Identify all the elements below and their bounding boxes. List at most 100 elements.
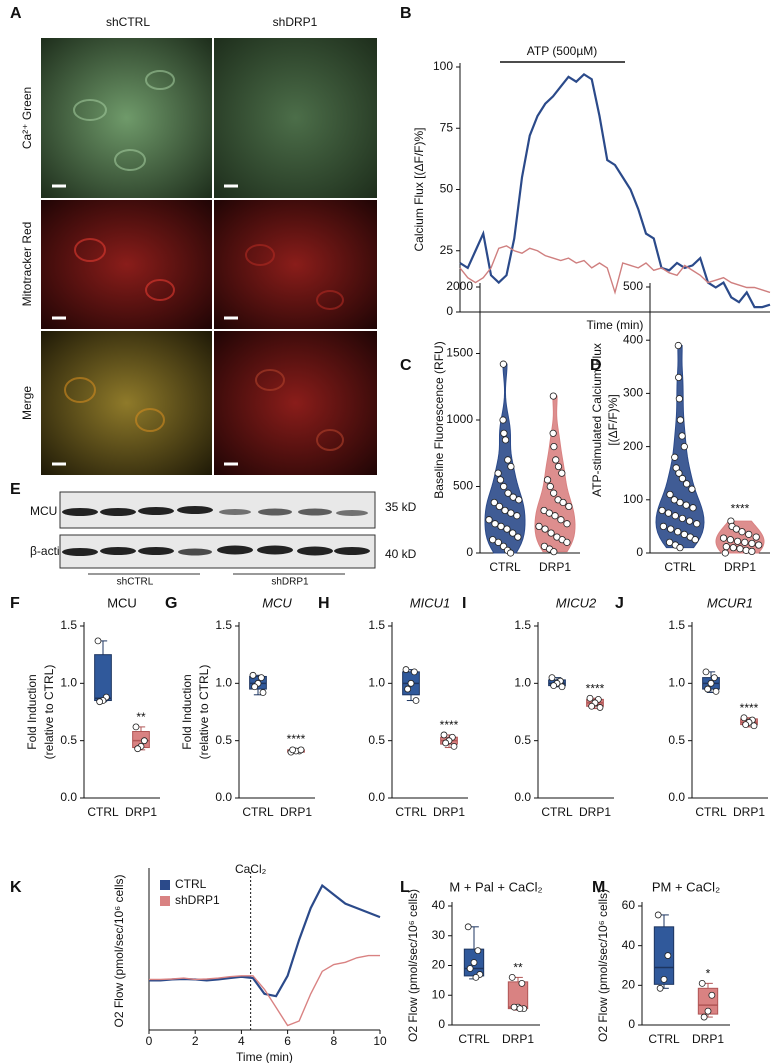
x-tick-label: 8 (330, 1034, 337, 1048)
x-tick-label: CTRL (242, 805, 274, 819)
legend-label: CTRL (175, 877, 207, 891)
y-tick-label: 2000 (446, 279, 473, 293)
data-point (563, 538, 571, 546)
data-point (506, 549, 515, 557)
data-point (654, 911, 662, 919)
data-point (497, 522, 505, 531)
panel-letter: B (400, 5, 412, 22)
bands (62, 506, 370, 556)
y-tick-label: 100 (623, 492, 643, 506)
y-tick-label: 0 (636, 545, 643, 559)
data-point (550, 548, 558, 556)
y-tick-label: 500 (623, 279, 643, 293)
row-label: β-actin (30, 544, 66, 558)
data-point (485, 516, 493, 524)
chart-title: MCUR1 (707, 595, 753, 610)
x-tick-label: CTRL (87, 805, 119, 819)
data-point (742, 721, 750, 729)
data-point (683, 480, 691, 488)
y-tick-label: 20 (622, 978, 636, 992)
data-point (666, 490, 674, 499)
x-tick-label: DRP1 (125, 805, 157, 819)
x-tick-label: DRP1 (733, 805, 765, 819)
data-point (440, 731, 448, 739)
data-point (407, 679, 415, 687)
data-point (518, 979, 526, 987)
y-tick-label: 400 (623, 332, 643, 346)
x-tick-label: DRP1 (724, 560, 756, 574)
y-tick-label: 40 (622, 938, 636, 952)
data-point (96, 698, 104, 706)
data-point (515, 496, 523, 504)
series-line (459, 72, 771, 309)
size-label: 35 kD (385, 500, 417, 514)
image (41, 331, 212, 475)
y-tick-label: 1.5 (368, 618, 385, 632)
y-tick-label: 0.5 (215, 733, 232, 747)
size-label: 40 kD (385, 547, 417, 561)
data-point (496, 476, 505, 484)
panel-letter: J (615, 595, 624, 612)
y-axis-label: O2 Flow (pmol/sec/10⁶ cells) (406, 889, 420, 1042)
data-point (680, 442, 688, 451)
data-point (494, 538, 502, 546)
data-point (710, 674, 718, 681)
panel-letter: L (400, 879, 410, 896)
data-point (675, 395, 683, 403)
data-point (688, 485, 696, 493)
data-point (501, 436, 510, 444)
data-point (676, 544, 684, 552)
y-tick-label: 0.0 (668, 790, 685, 804)
x-tick-label: CTRL (489, 560, 521, 574)
data-point (722, 543, 730, 551)
y-tick-label: 1500 (446, 346, 473, 360)
data-point (659, 522, 667, 531)
data-point (667, 525, 675, 533)
data-point (732, 525, 740, 533)
data-point (563, 520, 571, 528)
data-point (507, 509, 515, 517)
y-tick-label: 1.5 (514, 618, 531, 632)
x-tick-label: CTRL (664, 560, 696, 574)
image (214, 38, 377, 198)
data-point (550, 442, 558, 451)
y-tick-label: 1.5 (60, 618, 77, 632)
data-point (698, 979, 706, 987)
significance: ** (136, 710, 146, 724)
data-point (504, 456, 512, 464)
data-point (251, 683, 259, 691)
y-tick-label: 50 (440, 182, 454, 196)
data-point (516, 1005, 524, 1013)
data-point (550, 489, 558, 497)
annotation: ATP (500µM) (527, 44, 598, 58)
data-point (586, 694, 594, 702)
panel-letter: I (462, 595, 466, 612)
data-point (712, 687, 720, 695)
data-point (509, 529, 517, 537)
data-point (557, 516, 565, 524)
row-label: Merge (20, 386, 34, 420)
data-point (464, 923, 472, 931)
image (41, 200, 212, 329)
y-axis-label: O2 Flow (pmol/sec/10⁶ cells) (112, 875, 126, 1028)
data-point (682, 501, 690, 509)
data-point (670, 496, 678, 504)
data-point (504, 489, 512, 497)
data-point (507, 462, 515, 471)
data-point (490, 498, 498, 507)
data-point (671, 453, 679, 461)
x-tick-label: DRP1 (579, 805, 611, 819)
data-point (289, 746, 297, 754)
data-point (549, 429, 557, 437)
data-point (729, 544, 737, 552)
data-point (474, 947, 482, 955)
data-point (500, 429, 508, 437)
y-axis-label: ATP-stimulated Calcium Flux (590, 343, 604, 497)
y-tick-label: 0 (438, 1017, 445, 1031)
data-point (470, 959, 478, 966)
data-point (736, 545, 744, 553)
y-tick-label: 0.5 (668, 733, 685, 747)
y-tick-label: 0 (466, 545, 473, 559)
y-tick-label: 1.0 (668, 676, 685, 690)
data-point (748, 547, 756, 556)
